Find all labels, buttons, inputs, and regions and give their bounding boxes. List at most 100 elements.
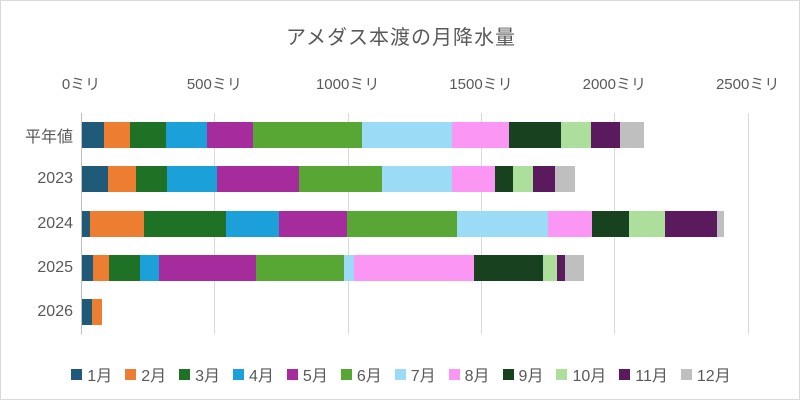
- bar-segment-1月[interactable]: [82, 122, 105, 149]
- bar-segment-9月[interactable]: [592, 210, 630, 237]
- legend-label: 10月: [572, 368, 607, 385]
- x-axis-tick-label: 1000ミリ: [315, 76, 380, 93]
- legend-item-12月[interactable]: 12月: [680, 362, 731, 386]
- bar-segment-12月[interactable]: [565, 254, 584, 281]
- bar-segment-10月[interactable]: [513, 166, 534, 193]
- x-axis-tick-label: 0ミリ: [61, 76, 101, 93]
- bar-row: [82, 210, 725, 237]
- bar-segment-4月[interactable]: [226, 210, 279, 237]
- bar-segment-7月[interactable]: [457, 210, 549, 237]
- bar-segment-5月[interactable]: [278, 210, 347, 237]
- bar-segment-12月[interactable]: [555, 166, 576, 193]
- bar-segment-9月[interactable]: [473, 254, 543, 281]
- bar-segment-3月[interactable]: [129, 122, 167, 149]
- legend-swatch-icon: [448, 368, 460, 380]
- legend-item-4月[interactable]: 4月: [233, 362, 274, 386]
- legend-label: 6月: [356, 368, 382, 385]
- bar-segment-4月[interactable]: [140, 254, 159, 281]
- bar-row: [82, 122, 644, 149]
- bar-segment-8月[interactable]: [548, 210, 593, 237]
- bar-segment-6月[interactable]: [252, 122, 362, 149]
- bar-segment-3月[interactable]: [135, 166, 167, 193]
- legend-label: 8月: [464, 368, 490, 385]
- bar-segment-11月[interactable]: [533, 166, 556, 193]
- bar-row: [82, 298, 103, 325]
- bar-segment-1月[interactable]: [82, 254, 93, 281]
- bar-segment-10月[interactable]: [542, 254, 558, 281]
- bar-segment-7月[interactable]: [382, 166, 452, 193]
- legend-swatch-icon: [680, 368, 692, 380]
- bar-segment-11月[interactable]: [664, 210, 717, 237]
- legend-label: 2月: [141, 368, 167, 385]
- legend-label: 7月: [410, 368, 436, 385]
- x-axis-tick-label: 2000ミリ: [582, 76, 646, 93]
- bar-segment-9月[interactable]: [508, 122, 562, 149]
- bar-segment-4月[interactable]: [166, 166, 218, 193]
- legend-item-10月[interactable]: 10月: [556, 362, 606, 386]
- legend-swatch-icon: [394, 368, 406, 380]
- bar-segment-8月[interactable]: [354, 254, 474, 281]
- legend-swatch-icon: [619, 368, 631, 380]
- chart-title: アメダス本渡の月降水量: [286, 27, 516, 49]
- bar-segment-12月[interactable]: [620, 122, 644, 149]
- bar-segment-2月[interactable]: [104, 122, 130, 149]
- bar-segment-5月[interactable]: [217, 166, 299, 193]
- legend-item-8月[interactable]: 8月: [448, 362, 490, 386]
- bar-segment-5月[interactable]: [207, 122, 253, 149]
- bar-segment-3月[interactable]: [143, 210, 227, 237]
- category-label: 2026: [37, 302, 73, 320]
- legend-label: 5月: [302, 368, 328, 385]
- legend-item-1月[interactable]: 1月: [71, 362, 112, 386]
- legend-item-5月[interactable]: 5月: [286, 362, 328, 386]
- legend-item-9月[interactable]: 9月: [502, 362, 544, 386]
- bar-segment-11月[interactable]: [591, 122, 621, 149]
- bar-segment-1月[interactable]: [82, 166, 109, 193]
- bar-segment-1月[interactable]: [82, 298, 93, 325]
- legend-item-7月[interactable]: 7月: [394, 362, 436, 386]
- bar-segment-1月[interactable]: [82, 210, 91, 237]
- bar-segment-7月[interactable]: [343, 254, 355, 281]
- category-label: 2025: [37, 258, 73, 276]
- legend-swatch-icon: [340, 368, 352, 380]
- bar-segment-6月[interactable]: [346, 210, 458, 237]
- bar-segment-3月[interactable]: [108, 254, 141, 281]
- legend-label: 3月: [195, 368, 221, 385]
- bar-segment-11月[interactable]: [557, 254, 566, 281]
- legend: 1月 2月 3月 4月 5月 6月 7月 8月 9月 10月 11月 12月: [1, 362, 800, 386]
- legend-label: 9月: [518, 368, 544, 385]
- bar-segment-8月[interactable]: [451, 166, 495, 193]
- category-label: 2023: [37, 170, 73, 188]
- bar-row: [82, 254, 584, 281]
- bar-segment-2月[interactable]: [92, 254, 109, 281]
- bar-segment-10月[interactable]: [629, 210, 665, 237]
- x-axis-tick-label: 1500ミリ: [449, 76, 513, 93]
- legend-swatch-icon: [233, 368, 245, 380]
- legend-swatch-icon: [286, 368, 298, 380]
- x-axis-tick-label: 500ミリ: [186, 76, 242, 93]
- legend-label: 4月: [249, 368, 274, 385]
- bar-segment-6月[interactable]: [298, 166, 383, 193]
- legend-item-2月[interactable]: 2月: [125, 362, 166, 386]
- legend-label: 1月: [87, 368, 113, 385]
- bar-segment-10月[interactable]: [561, 122, 592, 149]
- bar-segment-6月[interactable]: [256, 254, 344, 281]
- category-label: 平年値: [24, 129, 73, 147]
- gridline: [747, 113, 749, 334]
- legend-item-3月[interactable]: 3月: [179, 362, 220, 386]
- bar-segment-8月[interactable]: [452, 122, 509, 149]
- bar-segment-4月[interactable]: [166, 122, 208, 149]
- x-axis-tick-label: 2500ミリ: [715, 76, 780, 93]
- bar-segment-7月[interactable]: [361, 122, 453, 149]
- bar-segment-12月[interactable]: [716, 210, 725, 237]
- legend-label: 12月: [696, 368, 731, 385]
- legend-item-6月[interactable]: 6月: [340, 362, 382, 386]
- bar-segment-2月[interactable]: [108, 166, 136, 193]
- legend-item-11月[interactable]: 11月: [619, 362, 668, 386]
- category-axis-line: [81, 113, 82, 334]
- bar-segment-5月[interactable]: [158, 254, 257, 281]
- legend-swatch-icon: [179, 368, 191, 380]
- bar-segment-9月[interactable]: [494, 166, 514, 193]
- bar-segment-2月[interactable]: [90, 210, 144, 237]
- bar-segment-2月[interactable]: [92, 298, 103, 325]
